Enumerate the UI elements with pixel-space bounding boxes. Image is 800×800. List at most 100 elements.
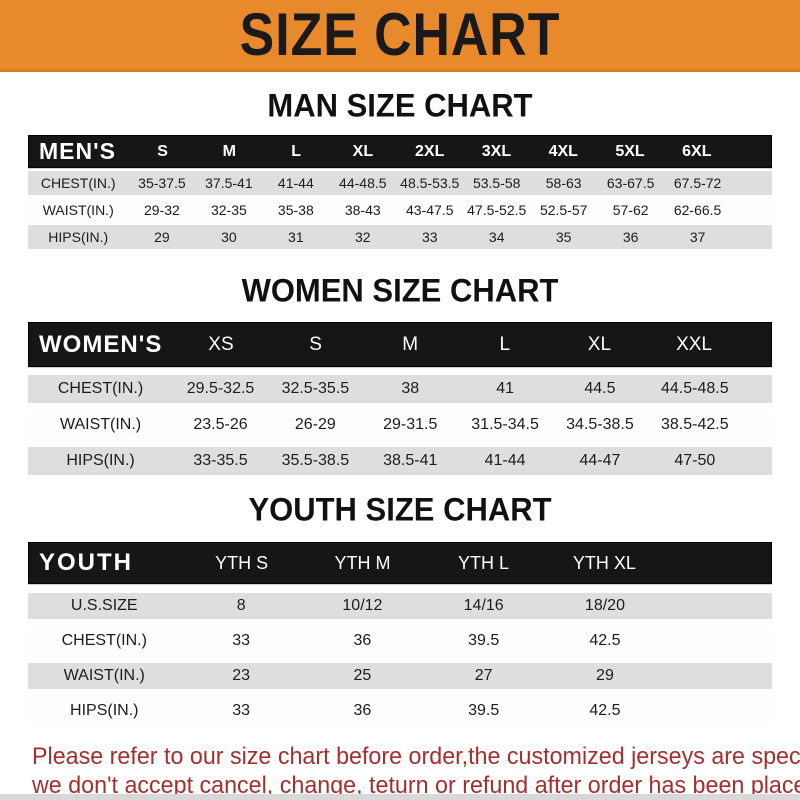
women-row-label-0: CHEST(IN.) — [57, 380, 144, 397]
women-column-header-1: S — [309, 333, 322, 355]
youth-cell-r3-c2: 39.5 — [468, 702, 500, 719]
women-cell-r2-c4: 44-47 — [579, 452, 621, 469]
men-cell-r2-c0: 29 — [154, 229, 170, 245]
women-row-label-1: WAIST(IN.) — [59, 416, 142, 433]
men-cell-r1-c1: 32-35 — [210, 202, 247, 218]
youth-table-row-3: HIPS(IN.) 33 36 39.5 42.5 — [28, 698, 772, 724]
women-cell-r1-c5: 38.5-42.5 — [661, 416, 729, 433]
women-cell-r2-c5: 47-50 — [674, 452, 716, 469]
men-cell-r1-c0: 29-32 — [144, 202, 180, 218]
men-cell-r0-c8: 67.5-72 — [673, 175, 722, 191]
youth-table-title: YOUTH — [39, 549, 133, 576]
men-table-title: MEN'S — [39, 138, 116, 164]
men-column-header-5: 3XL — [481, 142, 512, 160]
youth-cell-r2-c3: 29 — [596, 667, 614, 684]
youth-table-row-2: WAIST(IN.) 23 25 27 29 — [28, 663, 772, 689]
youth-cell-r0-c1: 10/12 — [342, 597, 383, 614]
men-row-label-0: CHEST(IN.) — [40, 175, 116, 191]
women-cell-r0-c4: 44.5 — [584, 380, 616, 397]
youth-cell-r2-c2: 27 — [474, 667, 493, 684]
women-cell-r1-c4: 34.5-38.5 — [566, 416, 634, 433]
youth-column-header-3: YTH XL — [572, 552, 636, 573]
women-column-header-0: XS — [208, 333, 234, 355]
women-cell-r2-c0: 33-35.5 — [193, 452, 248, 469]
youth-row-label-1: CHEST(IN.) — [61, 632, 147, 649]
men-table-row-1: WAIST(IN.) 29-32 32-35 35-38 38-43 43-47.5 47.… — [28, 198, 772, 222]
women-row-label-2: HIPS(IN.) — [66, 452, 135, 469]
youth-cell-r2-c1: 25 — [353, 667, 372, 684]
men-column-header-3: XL — [352, 142, 374, 160]
women-table-row-1: WAIST(IN.) 23.5-26 26-29 29-31.5 31.5-34.5 34… — [28, 411, 772, 439]
men-cell-r2-c7: 36 — [622, 229, 639, 245]
women-cell-r2-c2: 38.5-41 — [383, 452, 438, 469]
youth-column-header-0: YTH S — [215, 552, 269, 573]
men-cell-r2-c2: 31 — [288, 229, 304, 245]
men-column-header-4: 2XL — [415, 142, 445, 160]
youth-cell-r1-c3: 42.5 — [589, 632, 621, 649]
youth-column-header-1: YTH M — [334, 552, 391, 573]
men-size-table: MEN'S S M L XL 2XL 3XL 4XL 5XL 6XL CHEST(IN.) 35-37… — [28, 135, 772, 249]
youth-cell-r1-c2: 39.5 — [468, 632, 500, 649]
youth-table-row-0: U.S.SIZE 8 10/12 14/16 18/20 — [28, 593, 772, 619]
women-table-header-row: WOMEN'S XS S M L XL XXL — [28, 322, 772, 367]
youth-cell-r1-c0: 33 — [232, 632, 251, 649]
youth-cell-r2-c0: 23 — [232, 667, 251, 684]
men-cell-r1-c2: 35-38 — [277, 202, 314, 218]
women-table-row-2: HIPS(IN.) 33-35.5 35.5-38.5 38.5-41 41-44 44-… — [28, 447, 772, 475]
men-cell-r1-c4: 43-47.5 — [406, 202, 454, 218]
men-cell-r0-c0: 35-37.5 — [138, 175, 186, 191]
disclaimer-note: Please refer to our size chart before or… — [0, 742, 800, 800]
men-cell-r1-c3: 38-43 — [344, 202, 381, 218]
men-cell-r1-c7: 57-62 — [612, 202, 649, 218]
men-cell-r0-c7: 63-67.5 — [606, 175, 655, 191]
women-cell-r0-c1: 32.5-35.5 — [281, 380, 350, 397]
size-chart-banner: SIZE CHART — [0, 0, 800, 72]
youth-column-header-2: YTH L — [457, 552, 509, 573]
youth-cell-r0-c2: 14/16 — [463, 597, 504, 614]
men-cell-r2-c6: 35 — [555, 229, 572, 245]
men-column-header-7: 5XL — [615, 142, 645, 160]
women-table-title: WOMEN'S — [39, 330, 163, 358]
youth-size-chart-heading: YOUTH SIZE CHART — [248, 491, 552, 528]
men-cell-r1-c6: 52.5-57 — [539, 202, 588, 218]
men-column-header-0: S — [157, 142, 168, 160]
men-cell-r2-c1: 30 — [221, 229, 237, 245]
men-column-header-2: L — [291, 142, 301, 160]
youth-cell-r3-c0: 33 — [232, 702, 251, 719]
men-table-row-2: HIPS(IN.) 29 30 31 32 33 34 35 36 37 — [28, 225, 772, 249]
youth-cell-r1-c1: 36 — [353, 632, 372, 649]
women-cell-r1-c1: 26-29 — [294, 416, 336, 433]
men-cell-r0-c6: 58-63 — [545, 175, 582, 191]
women-cell-r2-c1: 35.5-38.5 — [281, 452, 350, 469]
men-cell-r0-c5: 53.5-58 — [472, 175, 521, 191]
men-cell-r0-c1: 37.5-41 — [205, 175, 253, 191]
youth-cell-r3-c1: 36 — [353, 702, 372, 719]
women-cell-r0-c3: 41 — [496, 380, 514, 397]
men-column-header-8: 6XL — [682, 142, 712, 160]
youth-row-label-2: WAIST(IN.) — [63, 667, 145, 684]
men-column-header-6: 4XL — [548, 142, 578, 160]
men-table-header-row: MEN'S S M L XL 2XL 3XL 4XL 5XL 6XL — [28, 135, 772, 168]
men-cell-r0-c2: 41-44 — [277, 175, 314, 191]
youth-row-label-0: U.S.SIZE — [70, 597, 138, 614]
men-table-row-0: CHEST(IN.) 35-37.5 37.5-41 41-44 44-48.5 48.5… — [28, 171, 772, 195]
men-cell-r0-c4: 48.5-53.5 — [400, 175, 460, 191]
women-column-header-2: M — [402, 333, 419, 355]
women-cell-r0-c2: 38 — [401, 380, 420, 397]
men-cell-r2-c5: 34 — [488, 229, 505, 245]
women-cell-r0-c0: 29.5-32.5 — [186, 380, 255, 397]
women-cell-r2-c3: 41-44 — [484, 452, 526, 469]
women-size-table: WOMEN'S XS S M L XL XXL CHEST(IN.) 29.5-32.5 32.5… — [28, 322, 772, 475]
women-column-header-3: L — [499, 333, 511, 355]
women-cell-r0-c5: 44.5-48.5 — [661, 380, 729, 397]
youth-cell-r3-c3: 42.5 — [589, 702, 621, 719]
disclaimer-line-1: Please refer to our size chart before or… — [32, 743, 800, 770]
women-cell-r1-c0: 23.5-26 — [193, 416, 248, 433]
men-cell-r1-c8: 62-66.5 — [673, 202, 722, 218]
men-cell-r2-c4: 33 — [421, 229, 438, 245]
men-cell-r2-c3: 32 — [355, 229, 371, 245]
women-cell-r1-c3: 31.5-34.5 — [471, 416, 539, 433]
bottom-border-strip — [0, 794, 800, 800]
size-chart-sections: MAN SIZE CHART MEN'S S M L XL 2XL 3XL 4XL 5XL 6XL C… — [0, 87, 800, 724]
men-row-label-2: HIPS(IN.) — [48, 229, 109, 245]
